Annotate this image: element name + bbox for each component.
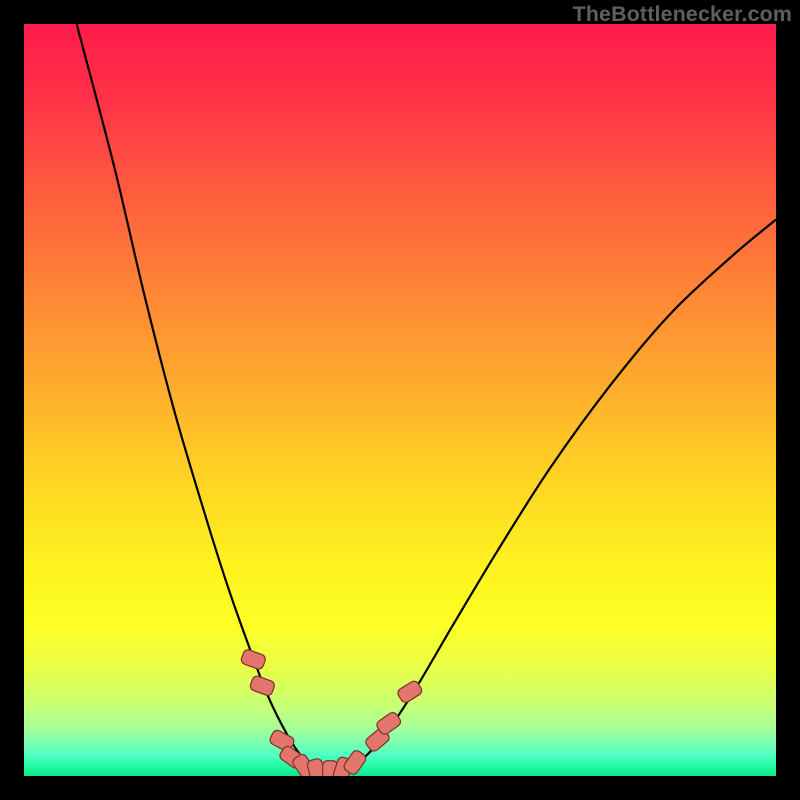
plot-area <box>24 24 776 776</box>
chart-frame: TheBottlenecker.com <box>0 0 800 800</box>
watermark-text: TheBottlenecker.com <box>573 2 792 27</box>
curve-markers <box>240 648 424 776</box>
curve-layer <box>24 24 776 776</box>
curve-marker <box>249 675 276 697</box>
curve-marker <box>240 648 267 670</box>
bottleneck-curve <box>77 24 776 775</box>
